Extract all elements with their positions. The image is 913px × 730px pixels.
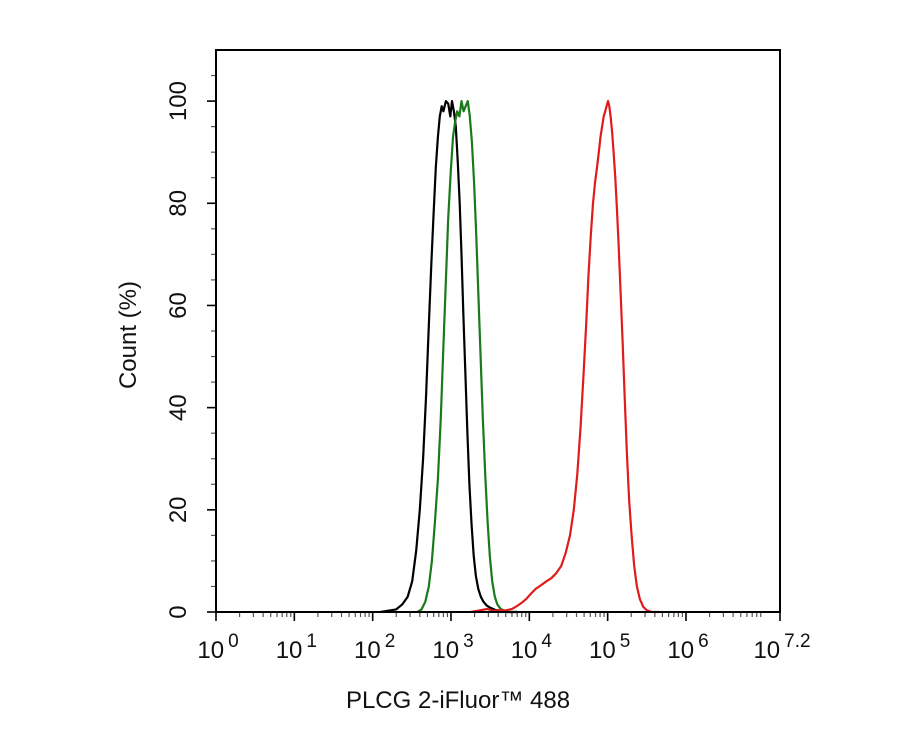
histogram-series-2 [416, 100, 518, 614]
y-tick-labels: 0 20 40 60 80 100 [165, 81, 192, 619]
x-axis-title: PLCG 2-iFluor™ 488 [346, 687, 570, 714]
x-tick-label: 10 5 [589, 631, 630, 664]
y-tick-label: 0 [165, 605, 192, 618]
plot-frame [215, 49, 781, 613]
y-tick-label: 80 [165, 190, 192, 217]
x-tick-label: 10 1 [276, 631, 317, 664]
x-tick-label: 10 2 [354, 631, 395, 664]
x-tick-label: 10 7.2 [753, 631, 810, 664]
x-tick-label: 10 6 [667, 631, 708, 664]
x-tick-label: 10 3 [432, 631, 473, 664]
x-tick-labels: 10 0 10 1 10 2 10 3 10 4 10 5 10 6 10 7.2 [197, 631, 810, 664]
y-tick-label: 20 [165, 496, 192, 523]
histogram-series-1 [380, 100, 518, 614]
series-layer [380, 100, 659, 614]
y-tick-label: 60 [165, 292, 192, 319]
y-tick-label: 100 [165, 81, 192, 121]
axis-major-ticks [207, 100, 781, 621]
y-axis-title: Count (%) [115, 281, 142, 389]
histogram-series-3 [470, 100, 659, 614]
x-tick-label: 10 4 [511, 631, 553, 664]
y-tick-label: 40 [165, 394, 192, 421]
x-tick-label: 10 0 [197, 631, 238, 664]
